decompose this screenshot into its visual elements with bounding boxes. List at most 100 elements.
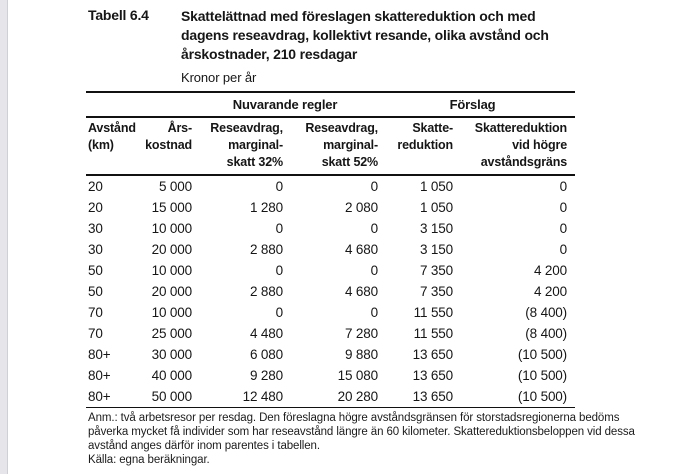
table-cell: 11 550 bbox=[413, 305, 454, 320]
page-left-border bbox=[0, 0, 8, 474]
table-cell: 4 680 bbox=[344, 242, 379, 257]
table-row: 20 5 000 0 0 1 050 0 bbox=[86, 175, 575, 197]
table-cell: 0 bbox=[559, 200, 568, 215]
table-cell: 0 bbox=[370, 179, 379, 194]
table-cell: 7 350 bbox=[419, 284, 454, 299]
table-cell: 3 150 bbox=[419, 221, 454, 236]
table-cell: 9 880 bbox=[344, 347, 379, 362]
table-cell: 30 bbox=[88, 221, 103, 236]
table-cell: 80+ bbox=[88, 347, 111, 362]
footnote-source-line: Källa: egna beräkningar. bbox=[88, 454, 210, 466]
table-cell: 20 000 bbox=[151, 284, 193, 299]
table-cell: (10 500) bbox=[517, 368, 568, 383]
table-cell: (10 500) bbox=[517, 347, 568, 362]
table-cell: 12 480 bbox=[242, 389, 284, 404]
table-cell: 4 200 bbox=[533, 284, 568, 299]
table-cell: 0 bbox=[370, 305, 379, 320]
table-cell: 9 280 bbox=[249, 368, 283, 383]
table-cell: 20 000 bbox=[151, 242, 193, 257]
table-unit-subtitle: Kronor per år bbox=[181, 70, 257, 85]
table-cell: 2 880 bbox=[249, 242, 283, 257]
table-cell: 15 080 bbox=[337, 368, 379, 383]
table-cell: 5 000 bbox=[158, 179, 192, 194]
table-cell: 1 050 bbox=[419, 179, 454, 194]
table-row: 50 10 000 0 0 7 350 4 200 bbox=[86, 260, 575, 281]
table-cell: 6 080 bbox=[249, 347, 283, 362]
table-cell: 0 bbox=[275, 179, 284, 194]
table-cell: 4 480 bbox=[249, 326, 283, 341]
table-cell: 30 000 bbox=[151, 347, 193, 362]
table-cell: 20 280 bbox=[337, 389, 379, 404]
footnote-anm-line: påverka mycket få individer som har rese… bbox=[88, 426, 635, 438]
table-cell: 0 bbox=[275, 263, 284, 278]
table-head: Nuvarande regler Förslag Avstånd (km) År… bbox=[86, 92, 576, 176]
table-cell: (10 500) bbox=[517, 389, 568, 404]
table-cell: 25 000 bbox=[151, 326, 193, 341]
table-cell: (8 400) bbox=[525, 326, 568, 341]
table-cell: 0 bbox=[559, 179, 568, 194]
col-header-avstand: Avstånd (km) bbox=[86, 117, 140, 176]
table-row: 30 20 000 2 880 4 680 3 150 0 bbox=[86, 239, 575, 260]
table-cell: 13 650 bbox=[412, 347, 454, 362]
table-cell: 0 bbox=[559, 221, 568, 236]
table-cell: 40 000 bbox=[151, 368, 193, 383]
table-cell: 0 bbox=[370, 221, 379, 236]
table-cell: 20 bbox=[88, 179, 103, 194]
col-header-skattereduktion-hogre-grans: Skattereduktion vid högre avståndsgräns bbox=[453, 117, 576, 176]
table-cell: 50 bbox=[88, 284, 103, 299]
table-cell: 7 350 bbox=[419, 263, 454, 278]
col-header-arskostnad: Års- kostnad bbox=[140, 117, 192, 176]
group-header-current-rules: Nuvarande regler bbox=[192, 92, 379, 118]
table-number-label: Tabell 6.4 bbox=[88, 7, 149, 23]
group-header-row: Nuvarande regler Förslag bbox=[86, 92, 576, 118]
table-cell: 15 000 bbox=[151, 200, 193, 215]
table-cell: 70 bbox=[88, 305, 103, 320]
table-cell: 11 550 bbox=[413, 326, 454, 341]
table-row: 70 10 000 0 0 11 550 (8 400) bbox=[86, 302, 575, 323]
group-header-spacer bbox=[86, 92, 192, 118]
table-cell: 0 bbox=[275, 221, 284, 236]
table-cell: 30 bbox=[88, 242, 103, 257]
table-body: 20 5 000 0 0 1 050 0 20 15 000 1 280 2 080 1 050 0 3… bbox=[86, 175, 575, 408]
tax-relief-table: Nuvarande regler Förslag Avstånd (km) År… bbox=[86, 91, 576, 408]
table-row: 80+ 30 000 6 080 9 880 13 650 (10 500) bbox=[86, 344, 575, 365]
column-header-row: Avstånd (km) Års- kostnad Reseavdrag, ma… bbox=[86, 117, 576, 176]
group-header-proposal: Förslag bbox=[378, 92, 576, 118]
footnote-anm-line: avstånd anges därför inom parentes i tab… bbox=[88, 440, 320, 452]
table-cell: 3 150 bbox=[419, 242, 454, 257]
table-cell: 1 050 bbox=[419, 200, 454, 215]
table-row: 30 10 000 0 0 3 150 0 bbox=[86, 218, 575, 239]
table-cell: 80+ bbox=[88, 389, 111, 404]
table-row: 50 20 000 2 880 4 680 7 350 4 200 bbox=[86, 281, 575, 302]
table-row: 20 15 000 1 280 2 080 1 050 0 bbox=[86, 197, 575, 218]
document-header: Tabell 6.4 Skattelättnad med föreslagen … bbox=[88, 7, 549, 85]
table-cell: 13 650 bbox=[412, 368, 454, 383]
table-cell: 1 280 bbox=[249, 200, 283, 215]
table-cell: 10 000 bbox=[151, 305, 193, 320]
table-title-block: Skattelättnad med föreslagen skattereduk… bbox=[181, 7, 549, 85]
table-cell: (8 400) bbox=[525, 305, 568, 320]
table-title-line: årskostnader, 210 resdagar bbox=[181, 46, 358, 62]
table-cell: 7 280 bbox=[344, 326, 379, 341]
table-cell: 4 680 bbox=[344, 284, 379, 299]
table-cell: 70 bbox=[88, 326, 103, 341]
table-cell: 10 000 bbox=[151, 263, 193, 278]
table-cell: 50 000 bbox=[151, 389, 193, 404]
table-title-line: dagens reseavdrag, kollektivt resande, o… bbox=[181, 27, 549, 43]
table-title-line: Skattelättnad med föreslagen skattereduk… bbox=[181, 8, 536, 24]
table-cell: 2 880 bbox=[249, 284, 283, 299]
footnote-anm-line: Anm.: två arbetsresor per resdag. Den fö… bbox=[88, 412, 620, 424]
table-row: 80+ 40 000 9 280 15 080 13 650 (10 500) bbox=[86, 365, 575, 386]
table-cell: 13 650 bbox=[412, 389, 454, 404]
table-cell: 10 000 bbox=[151, 221, 193, 236]
table-cell: 0 bbox=[275, 305, 284, 320]
col-header-reseavdrag-52: Reseavdrag, marginal- skatt 52% bbox=[283, 117, 378, 176]
table-cell: 4 200 bbox=[533, 263, 568, 278]
footnote-block: Anm.: två arbetsresor per resdag. Den fö… bbox=[88, 411, 668, 467]
col-header-reseavdrag-32: Reseavdrag, marginal- skatt 32% bbox=[192, 117, 283, 176]
table-cell: 80+ bbox=[88, 368, 111, 383]
table-cell: 0 bbox=[559, 242, 568, 257]
table-row: 70 25 000 4 480 7 280 11 550 (8 400) bbox=[86, 323, 575, 344]
table-cell: 20 bbox=[88, 200, 103, 215]
table-cell: 50 bbox=[88, 263, 103, 278]
